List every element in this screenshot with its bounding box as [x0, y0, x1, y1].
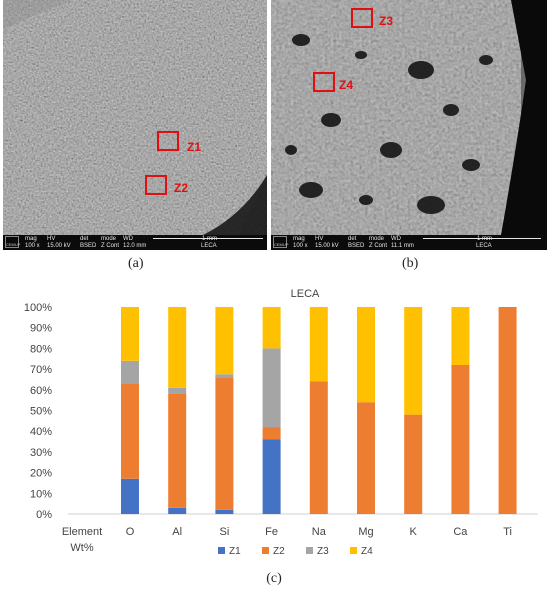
panel-caption-a: (a) — [128, 256, 144, 271]
bar-segment-z3-o — [121, 360, 139, 384]
sample-name: LECA — [201, 243, 217, 249]
stacked-bar-chart: LECA 0% 10% 20% 30% 40% 50% 60% 70% 80% 90% 100% O… — [24, 288, 538, 586]
y-tick-label: 90% — [30, 323, 52, 335]
x-tick-label: Na — [312, 526, 327, 538]
chart-legend: Z1 Z2 Z3 Z4 — [218, 546, 373, 557]
x-tick-label: Al — [172, 526, 182, 538]
x-tick-label: Fe — [265, 526, 278, 538]
y-tick-label: 0% — [36, 509, 52, 521]
legend-swatch-z1 — [218, 547, 225, 554]
legend-swatch-z2 — [262, 547, 269, 554]
sem-texture-a — [3, 0, 267, 250]
bar-segment-z3-fe — [262, 348, 281, 428]
zone-box-z2 — [145, 175, 167, 195]
bar-segment-z4-mg — [357, 307, 375, 403]
bar-segment-z2-fe — [262, 427, 281, 440]
x-tick-label: Ti — [503, 526, 512, 538]
bar-segment-z2-mg — [357, 402, 375, 514]
chart-title: LECA — [291, 288, 320, 300]
bars — [121, 307, 517, 514]
zone-box-z1 — [157, 131, 179, 151]
zone-box-z4 — [313, 72, 335, 92]
sem-image-b: Z3 Z4 CEMUP mag 100 x HV 15.00 kV det BSED … — [271, 0, 547, 250]
zone-box-z3 — [351, 8, 373, 28]
y-tick-label: 50% — [30, 406, 52, 418]
x-axis-labels: O Al Si Fe Na Mg K Ca Ti — [126, 526, 512, 538]
x-tick-label: Ca — [453, 526, 468, 538]
x-tick-label: Mg — [358, 526, 373, 538]
zone-label-z4: Z4 — [339, 78, 354, 92]
category-header-line1: Element — [62, 526, 102, 538]
bar-segment-z2-k — [404, 414, 423, 514]
x-tick-label: Si — [220, 526, 230, 538]
legend-label-z2: Z2 — [273, 546, 285, 557]
x-tick-label: K — [410, 526, 418, 538]
sem-databar-b: CEMUP mag 100 x HV 15.00 kV det BSED mode Z … — [271, 235, 547, 250]
y-tick-label: 30% — [30, 447, 52, 459]
bar-segment-z3-si — [215, 374, 234, 378]
bar-segment-z2-si — [215, 377, 234, 510]
bar-segment-z4-fe — [262, 307, 281, 349]
scale-label: 1 mm — [477, 236, 492, 242]
bar-segment-z4-o — [121, 307, 139, 361]
bar-segment-z1-fe — [262, 439, 281, 514]
bar-segment-z4-si — [215, 307, 234, 375]
scale-label: 1 mm — [202, 236, 217, 242]
y-tick-label: 100% — [24, 302, 52, 314]
zone-label-z3: Z3 — [379, 14, 394, 28]
legend-label-z3: Z3 — [317, 546, 329, 557]
scale-bar — [423, 238, 541, 239]
legend-swatch-z3 — [306, 547, 313, 554]
zone-label-z1: Z1 — [187, 140, 202, 154]
bar-segment-z2-ca — [451, 364, 470, 514]
y-tick-label: 10% — [30, 488, 52, 500]
panel-caption-c: (c) — [266, 571, 282, 586]
y-tick-label: 70% — [30, 364, 52, 376]
bar-segment-z3-al — [168, 387, 187, 394]
bar-segment-z4-ca — [451, 307, 470, 365]
logo-icon: CEMUP — [273, 236, 288, 248]
category-header-line2: Wt% — [70, 542, 93, 554]
sample-name: LECA — [476, 243, 492, 249]
bar-segment-z1-al — [168, 507, 187, 514]
y-tick-label: 20% — [30, 468, 52, 480]
legend-swatch-z4 — [350, 547, 357, 554]
bar-segment-z1-si — [215, 509, 234, 514]
bar-segment-z1-o — [121, 478, 139, 514]
bar-segment-z2-o — [121, 383, 139, 479]
bar-segment-z2-al — [168, 393, 187, 508]
zone-label-z2: Z2 — [174, 181, 189, 195]
bar-segment-z4-na — [309, 307, 328, 382]
y-tick-label: 80% — [30, 343, 52, 355]
bar-segment-z4-al — [168, 307, 187, 388]
sem-databar-a: CEMUP mag 100 x HV 15.00 kV det BSED mode Z … — [3, 235, 267, 250]
x-tick-label: O — [126, 526, 135, 538]
y-tick-label: 40% — [30, 426, 52, 438]
bar-segment-z2-ti — [498, 307, 517, 514]
bar-segment-z4-k — [404, 307, 423, 415]
y-tick-label: 60% — [30, 385, 52, 397]
bar-segment-z2-na — [309, 381, 328, 514]
y-axis: 0% 10% 20% 30% 40% 50% 60% 70% 80% 90% 100% — [24, 302, 52, 521]
logo-icon: CEMUP — [5, 236, 20, 248]
scale-bar — [153, 238, 263, 239]
panel-caption-b: (b) — [402, 256, 419, 271]
legend-label-z4: Z4 — [361, 546, 373, 557]
sem-texture-b — [271, 0, 547, 250]
legend-label-z1: Z1 — [229, 546, 241, 557]
sem-image-a: Z1 Z2 CEMUP mag 100 x HV 15.00 kV det BSED … — [3, 0, 267, 250]
